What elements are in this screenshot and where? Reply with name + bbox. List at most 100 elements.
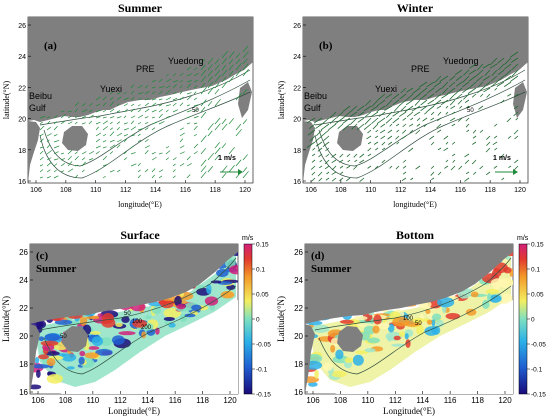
anomaly-patch: [503, 266, 512, 274]
panel-c-xlabel: Longitude(°E): [108, 406, 160, 416]
velocity-arrow: [242, 58, 248, 65]
velocity-arrow: [151, 121, 158, 125]
velocity-arrow: [116, 103, 120, 107]
velocity-arrow: [116, 121, 121, 125]
x-tick-label: 114: [141, 396, 154, 405]
velocity-arrow: [60, 158, 66, 161]
velocity-arrow: [130, 134, 136, 137]
velocity-arrow: [102, 102, 107, 107]
velocity-arrow: [331, 171, 337, 175]
velocity-arrow: [109, 144, 116, 149]
velocity-arrow: [95, 121, 101, 125]
velocity-arrow: [436, 123, 442, 129]
velocity-arrow: [367, 141, 372, 145]
velocity-arrow: [449, 99, 456, 106]
velocity-arrow: [458, 165, 463, 170]
anomaly-patch: [314, 369, 319, 379]
anomaly-patch: [377, 322, 390, 330]
velocity-arrow: [385, 117, 393, 124]
velocity-arrow: [186, 73, 193, 77]
velocity-arrow: [39, 164, 44, 167]
velocity-arrow: [67, 155, 72, 161]
velocity-arrow: [165, 90, 171, 95]
anomaly-patch: [163, 316, 175, 322]
velocity-arrow: [207, 130, 213, 137]
velocity-arrow: [144, 121, 149, 125]
y-tick-label: 20: [19, 332, 28, 341]
velocity-arrow: [420, 99, 428, 106]
velocity-arrow: [400, 87, 407, 94]
velocity-arrow: [200, 64, 206, 71]
velocity-arrow: [74, 151, 78, 155]
velocity-arrow: [165, 73, 169, 77]
velocity-arrow: [53, 151, 59, 155]
velocity-arrow: [95, 138, 101, 143]
velocity-arrow: [95, 109, 102, 113]
velocity-arrow: [193, 91, 197, 95]
velocity-arrow: [60, 114, 66, 119]
velocity-arrow: [321, 117, 330, 125]
velocity-arrow: [324, 165, 330, 170]
y-tick-label: 18: [18, 148, 26, 155]
velocity-arrow: [186, 104, 190, 107]
y-tick-label: 22: [294, 304, 303, 313]
velocity-arrow: [207, 70, 213, 77]
scale-arrow-head: [238, 169, 243, 175]
anomaly-patch: [386, 334, 393, 342]
place-yuexi: Yuexi: [375, 84, 397, 94]
velocity-arrow: [479, 165, 484, 170]
velocity-arrow: [186, 66, 192, 71]
velocity-arrow: [172, 163, 176, 167]
velocity-arrow: [462, 87, 470, 93]
panel-d-map: (d) Summer 100 50: [304, 243, 514, 395]
velocity-arrow: [228, 165, 235, 173]
velocity-arrow: [186, 80, 192, 83]
anomaly-patch: [30, 384, 42, 390]
velocity-arrow: [405, 99, 414, 106]
panel-d-letter: (d): [311, 250, 325, 262]
anomaly-patch: [465, 308, 477, 316]
velocity-arrow: [498, 63, 505, 71]
anomaly-patch: [391, 343, 406, 347]
velocity-arrow: [109, 127, 113, 131]
anomaly-patch: [330, 344, 336, 353]
velocity-arrow: [445, 141, 449, 145]
x-tick-label: 112: [389, 396, 402, 405]
anomaly-patch: [486, 293, 492, 302]
velocity-arrow: [514, 135, 519, 140]
velocity-arrow: [172, 157, 177, 161]
anomaly-patch: [412, 317, 425, 324]
velocity-arrow: [463, 93, 470, 100]
x-tick-label: 120: [223, 396, 237, 405]
velocity-arrow: [371, 117, 379, 125]
velocity-arrow: [469, 63, 477, 69]
velocity-arrow: [172, 169, 176, 173]
velocity-arrow: [172, 80, 179, 83]
velocity-arrow: [363, 105, 372, 112]
velocity-arrow: [144, 102, 150, 107]
velocity-arrow: [381, 141, 386, 146]
velocity-arrow: [144, 139, 149, 143]
velocity-arrow: [371, 99, 379, 108]
velocity-arrow: [151, 127, 156, 131]
velocity-arrow: [339, 165, 344, 169]
velocity-arrow: [510, 57, 519, 63]
velocity-arrow: [385, 93, 393, 99]
velocity-arrow: [494, 123, 498, 127]
velocity-arrow: [466, 129, 470, 133]
x-tick-label: 118: [196, 396, 209, 405]
velocity-arrow: [447, 87, 456, 95]
velocity-arrow: [109, 169, 115, 173]
panel-c-map: (c) Summer 50 100 200 50: [29, 243, 239, 395]
anomaly-patch: [435, 319, 444, 328]
velocity-arrow: [137, 139, 142, 143]
velocity-arrow: [172, 84, 177, 89]
velocity-arrow: [312, 147, 316, 151]
velocity-arrow: [123, 138, 128, 143]
velocity-arrow: [39, 150, 44, 155]
velocity-arrow: [193, 151, 198, 155]
velocity-arrow: [465, 123, 470, 128]
velocity-arrow: [172, 91, 177, 95]
velocity-arrow: [433, 99, 442, 106]
taiwan-island: [513, 82, 527, 118]
